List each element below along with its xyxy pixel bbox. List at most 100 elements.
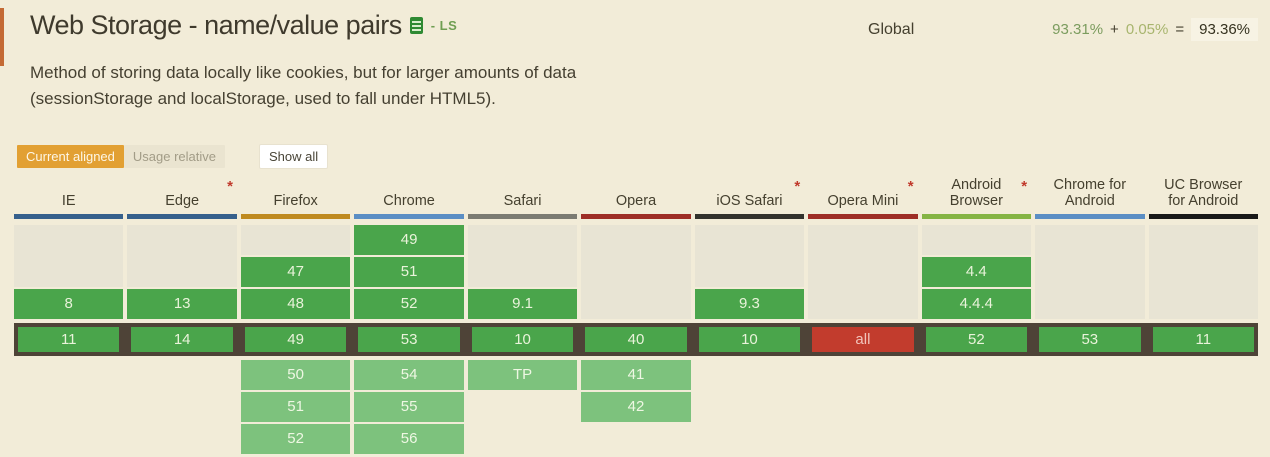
support-cell: 47 xyxy=(240,256,351,287)
browser-column-safari: 9.1 10 TP xyxy=(467,224,578,454)
past-versions: 13 xyxy=(127,224,237,319)
current-version-cell: 53 xyxy=(354,322,464,356)
support-table: IE Edge * Firefox Chrome Safari Opera iOS Safar… xyxy=(14,177,1258,454)
browser-column-firefox: 47 48 49 50 51 52 xyxy=(240,224,351,454)
past-versions xyxy=(1035,224,1145,319)
browser-column-chrome-for-android: 53 xyxy=(1035,224,1145,454)
browser-era-bar xyxy=(694,213,805,219)
browser-column-edge: 13 14 xyxy=(127,224,237,454)
support-cell: 52 xyxy=(240,423,351,454)
support-cell: 4.4 xyxy=(921,256,1032,287)
empty-cell xyxy=(921,224,1032,255)
browser-era-bar xyxy=(14,213,124,219)
table-header-row: IE Edge * Firefox Chrome Safari Opera iOS Safar… xyxy=(14,177,1258,219)
current-version-cell: 53 xyxy=(1035,322,1145,356)
browser-era-bar xyxy=(1035,213,1145,219)
browser-era-bar xyxy=(1148,213,1258,219)
feature-description: Method of storing data locally like cook… xyxy=(30,63,577,108)
support-cell: 50 xyxy=(240,359,351,390)
browser-header-opera: Opera xyxy=(581,178,691,219)
view-controls: Current aligned Usage relative Show all xyxy=(17,145,328,168)
support-cell: 9.1 xyxy=(467,288,578,319)
browser-header-android-browser: Android Browser * xyxy=(921,177,1032,219)
browser-era-bar xyxy=(354,213,464,219)
support-cell: 4.4.4 xyxy=(921,288,1032,319)
support-cell: 56 xyxy=(354,423,464,454)
support-grid: 8 11 13 14 47 48 49 50 51 52 49 51 52 53 54 55 56 9.1 10 TP… xyxy=(14,224,1258,454)
show-all-button[interactable]: Show all xyxy=(260,145,328,168)
browser-column-opera-mini: all xyxy=(808,224,918,454)
usage-equals-sign: = xyxy=(1175,21,1185,38)
usage-partial-pct: 0.05% xyxy=(1125,21,1169,38)
usage-plus-sign: + xyxy=(1110,21,1119,38)
support-cell: 48 xyxy=(240,288,351,319)
browser-name: iOS Safari xyxy=(716,192,783,209)
past-versions: 47 48 xyxy=(240,224,351,319)
future-versions: 50 51 52 xyxy=(240,359,351,454)
support-cell: 51 xyxy=(354,256,464,287)
past-versions: 9.1 xyxy=(467,224,578,319)
usage-total-pct: 93.36% xyxy=(1191,18,1258,41)
empty-cell xyxy=(240,224,351,255)
browser-header-firefox: Firefox xyxy=(240,178,351,219)
current-version-cell: 11 xyxy=(14,322,124,356)
support-cell: 42 xyxy=(581,391,691,422)
future-versions: 54 55 56 xyxy=(354,359,464,454)
past-versions: 9.3 xyxy=(694,224,805,319)
support-cell: 8 xyxy=(14,288,124,319)
feature-header: Web Storage - name/value pairs - LS xyxy=(30,10,457,41)
current-version-cell: 10 xyxy=(694,322,805,356)
empty-cell xyxy=(467,224,578,287)
current-version-cell: 52 xyxy=(921,322,1032,356)
support-cell: 41 xyxy=(581,359,691,390)
support-grid-wrap: 8 11 13 14 47 48 49 50 51 52 49 51 52 53 54 55 56 9.1 10 TP… xyxy=(14,224,1258,454)
usage-relative-button[interactable]: Usage relative xyxy=(123,145,225,168)
browser-column-uc-browser-for-android: 11 xyxy=(1148,224,1258,454)
browser-header-ios-safari: iOS Safari * xyxy=(694,178,805,219)
current-aligned-button[interactable]: Current aligned xyxy=(17,145,124,168)
support-cell: 54 xyxy=(354,359,464,390)
browser-name: Safari xyxy=(503,192,542,209)
browser-era-bar xyxy=(127,213,237,219)
browser-name: Opera Mini xyxy=(827,192,899,209)
support-cell: 9.3 xyxy=(694,288,805,319)
spec-document-icon xyxy=(409,17,423,34)
browser-header-uc-browser-for-android: UC Browser for Android xyxy=(1148,177,1258,219)
footnote-asterisk[interactable]: * xyxy=(227,178,233,195)
footnote-asterisk[interactable]: * xyxy=(1021,178,1028,195)
browser-column-chrome: 49 51 52 53 54 55 56 xyxy=(354,224,464,454)
empty-cell xyxy=(127,224,237,287)
browser-era-bar xyxy=(240,213,351,219)
current-version-cell: all xyxy=(808,322,918,356)
browser-name: Firefox xyxy=(273,192,318,209)
support-cell: 51 xyxy=(240,391,351,422)
future-versions: TP xyxy=(467,359,578,390)
past-versions: 49 51 52 xyxy=(354,224,464,319)
left-accent-bar xyxy=(0,8,4,66)
empty-cell xyxy=(1035,224,1145,319)
browser-name: IE xyxy=(61,192,76,209)
past-versions xyxy=(808,224,918,319)
current-version-cell: 10 xyxy=(467,322,578,356)
footnote-asterisk[interactable]: * xyxy=(907,178,914,195)
empty-cell xyxy=(694,224,805,287)
browser-column-ie: 8 11 xyxy=(14,224,124,454)
browser-header-edge: Edge * xyxy=(127,178,237,219)
usage-scope-label: Global xyxy=(868,20,915,38)
browser-header-chrome-for-android: Chrome for Android xyxy=(1035,177,1145,219)
browser-name: Opera xyxy=(615,192,657,209)
browser-name: Edge xyxy=(165,192,200,209)
browser-column-opera: 40 41 42 xyxy=(581,224,691,454)
past-versions: 4.4 4.4.4 xyxy=(921,224,1032,319)
browser-era-bar xyxy=(581,213,691,219)
support-cell: 52 xyxy=(354,288,464,319)
footnote-asterisk[interactable]: * xyxy=(794,178,801,195)
past-versions: 8 xyxy=(14,224,124,319)
usage-supported-pct: 93.31% xyxy=(1052,21,1104,38)
browser-header-ie: IE xyxy=(14,178,124,219)
support-cell: 13 xyxy=(127,288,237,319)
browser-column-ios-safari: 9.3 10 xyxy=(694,224,805,454)
empty-cell xyxy=(1148,224,1258,319)
spec-status-link[interactable]: - LS xyxy=(430,18,458,33)
current-version-cell: 14 xyxy=(127,322,237,356)
